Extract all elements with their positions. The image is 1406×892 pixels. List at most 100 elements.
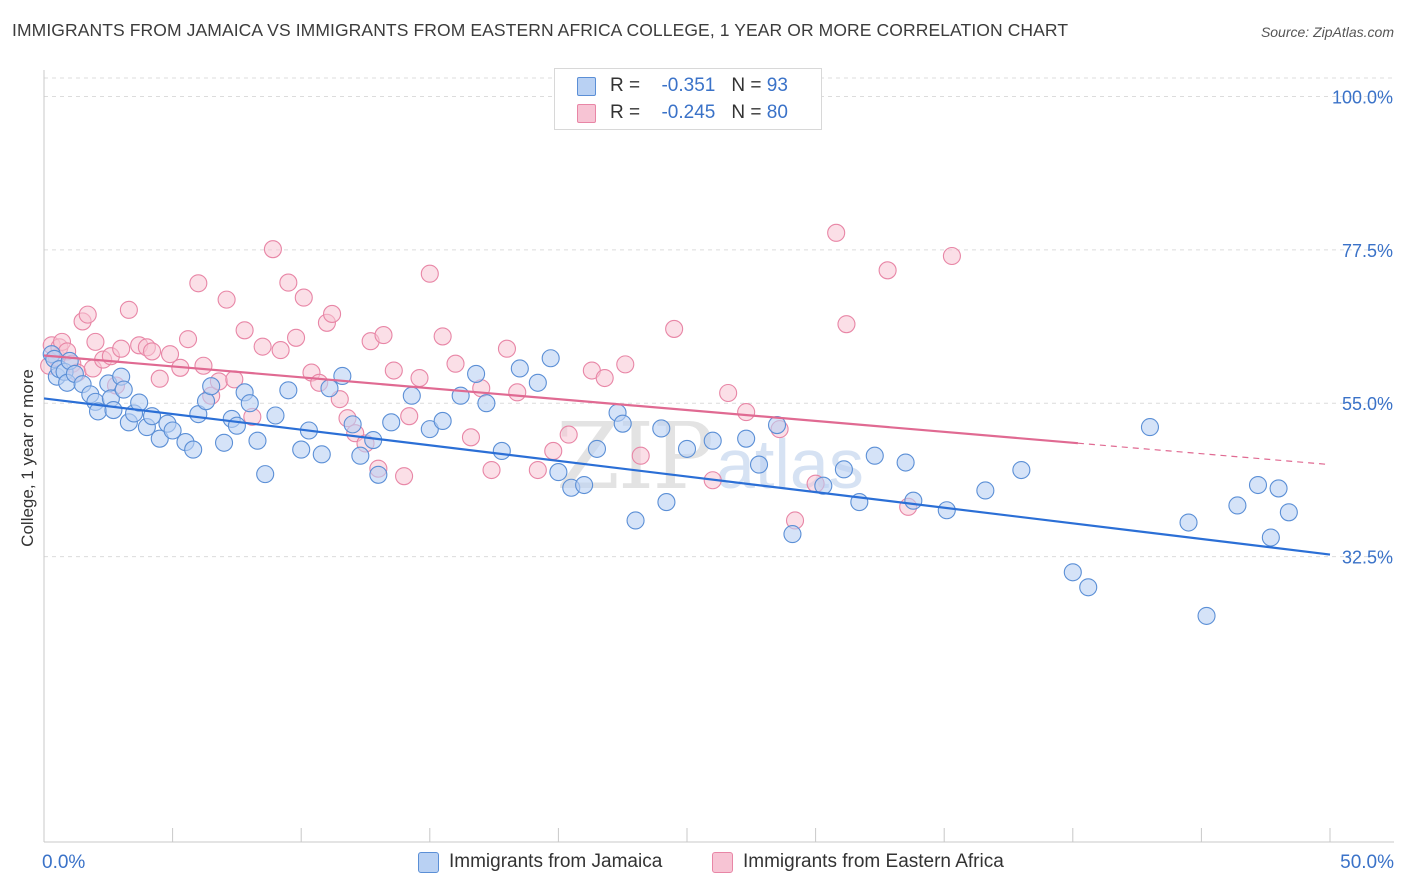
legend-swatch-eastern-africa	[577, 103, 596, 123]
data-point-jamaica	[626, 511, 645, 530]
y-tick-label: 77.5%	[1342, 241, 1393, 261]
legend-label-eastern-africa: Immigrants from Eastern Africa	[743, 851, 1004, 872]
data-point-jamaica	[248, 431, 267, 450]
data-point-jamaica	[402, 386, 421, 405]
data-point-jamaica	[865, 446, 884, 465]
data-point-eastern-africa	[595, 368, 614, 388]
data-point-eastern-africa	[837, 315, 856, 334]
trend-lines	[43, 354, 1331, 556]
data-point-eastern-africa	[400, 407, 419, 426]
data-point-jamaica	[528, 373, 547, 392]
chart-title: IMMIGRANTS FROM JAMAICA VS IMMIGRANTS FR…	[12, 20, 1069, 40]
data-point-jamaica	[477, 394, 496, 413]
data-point-eastern-africa	[194, 356, 213, 375]
data-point-eastern-africa	[323, 304, 342, 323]
data-point-jamaica	[227, 416, 246, 435]
data-point-jamaica	[657, 493, 676, 512]
legend-item-eastern-africa: Immigrants from Eastern Africa	[712, 851, 1004, 873]
legend-n-label: N =	[731, 75, 762, 96]
trend-line-eastern-africa-extension	[1077, 442, 1331, 466]
data-point-jamaica	[184, 440, 203, 459]
data-point-eastern-africa	[446, 354, 465, 373]
axes	[43, 70, 1394, 843]
data-point-jamaica	[1279, 503, 1298, 522]
data-point-eastern-africa	[150, 369, 169, 388]
data-point-jamaica	[937, 501, 956, 520]
legend-r-label: R =	[610, 102, 641, 123]
data-point-eastern-africa	[294, 288, 313, 307]
data-point-jamaica	[896, 453, 915, 472]
data-point-jamaica	[256, 465, 275, 484]
data-point-eastern-africa	[461, 428, 481, 447]
data-point-eastern-africa	[217, 290, 236, 309]
data-point-jamaica	[749, 455, 769, 474]
data-point-jamaica	[1248, 475, 1268, 495]
data-point-jamaica	[320, 379, 339, 398]
data-point-jamaica	[1261, 528, 1280, 547]
data-point-eastern-africa	[374, 326, 393, 345]
data-point-eastern-africa	[942, 246, 961, 266]
data-point-jamaica	[150, 429, 169, 448]
data-point-jamaica	[737, 429, 756, 448]
data-point-eastern-africa	[279, 273, 298, 292]
data-point-eastern-africa	[827, 223, 846, 242]
trend-line-jamaica	[43, 397, 1331, 556]
data-point-jamaica	[1228, 496, 1247, 515]
data-point-eastern-africa	[253, 337, 272, 356]
legend-r-value: -0.245	[661, 102, 716, 123]
y-tick-label: 100.0%	[1332, 88, 1393, 108]
legend-n-label: N =	[731, 102, 762, 123]
data-point-jamaica	[351, 446, 370, 465]
data-point-jamaica	[976, 481, 995, 500]
data-point-jamaica	[202, 377, 221, 396]
x-tick-label-min: 0.0%	[42, 852, 86, 873]
data-point-eastern-africa	[559, 425, 578, 444]
data-point-eastern-africa	[287, 328, 306, 347]
data-point-jamaica	[467, 364, 486, 383]
y-tick-labels: 32.5% 55.0% 77.5% 100.0%	[1332, 88, 1393, 568]
data-point-eastern-africa	[665, 319, 684, 338]
data-point-jamaica	[613, 414, 632, 433]
data-point-eastern-africa	[178, 330, 198, 349]
data-point-jamaica	[492, 441, 511, 460]
data-point-eastern-africa	[235, 321, 254, 340]
data-point-eastern-africa	[544, 441, 563, 460]
data-point-jamaica	[767, 415, 787, 435]
y-tick-label: 32.5%	[1342, 548, 1393, 568]
data-point-jamaica	[1140, 418, 1160, 437]
data-point-jamaica	[214, 433, 234, 452]
data-point-jamaica	[279, 381, 298, 400]
data-point-eastern-africa	[410, 368, 429, 388]
data-point-jamaica	[266, 406, 285, 425]
stats-legend: R = -0.351 N = 93 R = -0.245 N = 80	[554, 68, 822, 130]
data-point-jamaica	[433, 411, 452, 431]
data-point-jamaica	[652, 419, 671, 438]
data-point-eastern-africa	[263, 240, 282, 259]
data-point-jamaica	[114, 380, 133, 399]
data-point-eastern-africa	[508, 383, 527, 402]
data-point-eastern-africa	[119, 300, 138, 319]
legend-swatch-jamaica	[418, 851, 439, 873]
data-point-jamaica	[703, 431, 722, 450]
data-point-jamaica	[677, 439, 697, 458]
data-point-jamaica	[369, 465, 388, 484]
data-point-jamaica	[1197, 606, 1216, 625]
data-point-jamaica	[312, 445, 331, 464]
data-point-jamaica	[240, 394, 259, 413]
legend-n-value: 93	[766, 75, 788, 96]
legend-swatch-eastern-africa	[712, 851, 733, 873]
data-point-jamaica	[343, 415, 362, 434]
data-point-jamaica	[587, 439, 607, 458]
data-point-eastern-africa	[497, 339, 517, 358]
chart-source: Source: ZipAtlas.com	[1260, 24, 1394, 40]
data-point-eastern-africa	[737, 403, 756, 422]
data-point-eastern-africa	[112, 339, 131, 358]
data-point-jamaica	[814, 476, 833, 495]
data-point-eastern-africa	[631, 446, 650, 465]
data-point-eastern-africa	[878, 261, 897, 280]
data-point-jamaica	[382, 413, 401, 432]
data-point-eastern-africa	[395, 467, 414, 486]
data-point-eastern-africa	[433, 327, 452, 346]
data-point-jamaica	[196, 392, 216, 411]
